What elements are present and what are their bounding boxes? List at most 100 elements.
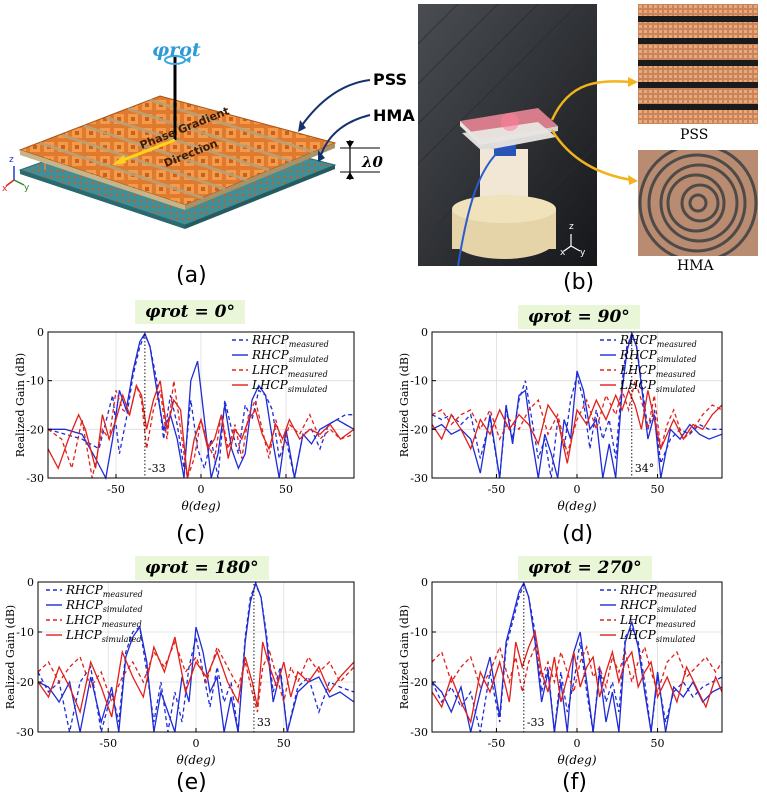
series-rhcp-simulated — [431, 581, 723, 733]
y-tick-label: -10 — [26, 375, 44, 388]
legend-entry: LHCPmeasured — [619, 613, 696, 629]
x-axis-label: θ(deg) — [557, 753, 596, 767]
legend-base: LHCP — [65, 613, 103, 627]
legend-sub: measured — [656, 370, 696, 379]
legend-base: RHCP — [619, 583, 658, 597]
rot-label: φrot — [152, 39, 201, 61]
legend-sub: simulated — [102, 635, 142, 644]
chart-e: 33 0 -10 -20 -30 -50 0 50 θ(deg) Realized Gain (d… — [4, 576, 355, 767]
chart-title-d: φrot = 90° — [518, 305, 640, 329]
legend-base: LHCP — [619, 378, 657, 392]
peak-annotation: -33 — [527, 716, 545, 729]
legend-entry: LHCPsimulated — [251, 378, 328, 394]
series-lhcp-simulated — [431, 629, 723, 725]
x-tick-label: -50 — [99, 737, 117, 750]
x-tick-label: 0 — [574, 737, 581, 750]
legend-sub: measured — [656, 620, 696, 629]
legend-sub: simulated — [656, 635, 696, 644]
y-tick-label: -20 — [410, 423, 428, 436]
x-tick-label: -50 — [107, 483, 125, 496]
legend-entry: RHCPmeasured — [251, 333, 329, 349]
x-tick-label: 0 — [574, 483, 581, 496]
legend-base: LHCP — [619, 628, 657, 642]
x-tick-label: -50 — [488, 483, 506, 496]
x-tick-label: 50 — [277, 737, 291, 750]
panel-a-illustration — [5, 55, 380, 229]
legend-sub: measured — [102, 620, 142, 629]
legend-sub: simulated — [657, 605, 697, 614]
legend-sub: simulated — [289, 355, 329, 364]
legend-entry: RHCPsimulated — [65, 598, 143, 614]
pss-label-b: PSS — [680, 127, 709, 143]
legend-entry: LHCPsimulated — [65, 628, 142, 644]
legend-entry: LHCPsimulated — [619, 378, 696, 394]
axis-z-a: z — [9, 155, 14, 165]
series-lhcp-measured — [431, 378, 723, 457]
legend-sub: measured — [288, 370, 328, 379]
chart-c: -33 0 -10 -20 -30 -50 0 50 θ(deg) Realized Gain (… — [14, 326, 355, 513]
axis-y-a: y — [24, 183, 30, 193]
hma-callout-arrow — [319, 114, 371, 159]
y-tick-label: -10 — [410, 626, 428, 639]
pss-label-a: PSS — [373, 70, 408, 89]
axis-z-b: z — [569, 222, 574, 232]
series-rhcp-simulated — [431, 330, 723, 479]
y-axis-label: Realized Gain (dB) — [398, 353, 411, 457]
x-axis-label: θ(deg) — [557, 499, 596, 513]
chart-f: -33 0 -10 -20 -30 -50 0 50 θ(deg) Realized Gain (… — [398, 576, 723, 767]
y-tick-label: -20 — [16, 676, 34, 689]
legend-base: RHCP — [619, 333, 658, 347]
legend-sub: simulated — [288, 385, 328, 394]
chart-d: 34° 0 -10 -20 -30 -50 0 50 θ(deg) Realized Gain (… — [398, 326, 723, 513]
y-tick-label: 0 — [421, 576, 428, 589]
title-text-d: φrot = 90° — [528, 307, 630, 327]
x-tick-label: 50 — [651, 483, 665, 496]
legend-entry: LHCPmeasured — [619, 363, 696, 379]
caption-b: (b) — [563, 270, 595, 295]
hma-label-b: HMA — [677, 258, 714, 274]
panel-b-photo — [418, 4, 597, 266]
legend-base: LHCP — [619, 613, 657, 627]
peak-annotation: 34° — [635, 462, 655, 475]
legend-base: LHCP — [251, 363, 289, 377]
legend-entry: LHCPmeasured — [65, 613, 142, 629]
series-lhcp-measured — [47, 380, 355, 479]
pss-photo — [638, 4, 758, 124]
y-tick-label: -30 — [410, 472, 428, 485]
caption-e: (e) — [176, 770, 207, 795]
series-lhcp-simulated — [431, 388, 723, 464]
y-tick-label: -30 — [410, 726, 428, 739]
lambda-label: λ0 — [362, 153, 383, 171]
x-tick-label: 0 — [198, 483, 205, 496]
x-tick-label: 50 — [651, 737, 665, 750]
axis-x-a: x — [2, 184, 8, 194]
legend-base: RHCP — [619, 348, 658, 362]
y-axis-label: Realized Gain (dB) — [398, 605, 411, 709]
title-text-f: φrot = 270° — [528, 558, 642, 578]
legend-entry: RHCPsimulated — [619, 598, 697, 614]
legend-base: RHCP — [251, 333, 290, 347]
legend-entry: RHCPsimulated — [619, 348, 697, 364]
legend-entry: RHCPmeasured — [619, 333, 697, 349]
chart-title-e: φrot = 180° — [135, 556, 269, 580]
legend-entry: LHCPmeasured — [251, 363, 328, 379]
caption-c: (c) — [176, 522, 206, 547]
peak-annotation: 33 — [257, 716, 271, 729]
peak-annotation: -33 — [148, 462, 166, 475]
legend-entry: RHCPmeasured — [65, 583, 143, 599]
legend-base: RHCP — [65, 583, 104, 597]
pss-callout-arrow — [299, 79, 371, 129]
y-tick-label: 0 — [37, 326, 44, 339]
hma-photo — [638, 150, 758, 256]
legend-sub: measured — [289, 340, 329, 349]
caption-f: (f) — [562, 770, 587, 795]
caption-a: (a) — [176, 263, 207, 288]
series-lhcp-measured — [431, 644, 723, 695]
legend-entry: LHCPsimulated — [619, 628, 696, 644]
legend-sub: simulated — [657, 355, 697, 364]
legend-base: RHCP — [251, 348, 290, 362]
y-tick-label: -30 — [26, 472, 44, 485]
legend-base: LHCP — [619, 363, 657, 377]
title-text-c: φrot = 0° — [145, 302, 235, 322]
y-tick-label: 0 — [421, 326, 428, 339]
